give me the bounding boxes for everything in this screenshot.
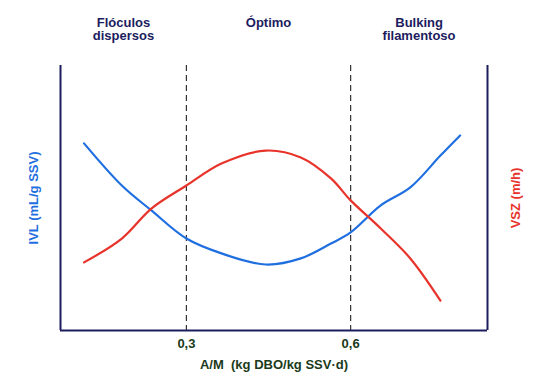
svg-text:IVL (mL/g SSV): IVL (mL/g SSV) bbox=[26, 152, 41, 245]
svg-text:Bulkingfilamentoso: Bulkingfilamentoso bbox=[383, 15, 456, 43]
svg-text:0,3: 0,3 bbox=[177, 336, 195, 351]
svg-text:Óptimo: Óptimo bbox=[246, 15, 292, 30]
svg-text:0,6: 0,6 bbox=[342, 336, 360, 351]
svg-text:VSZ (m/h): VSZ (m/h) bbox=[508, 168, 523, 229]
svg-text:A/M (kg DBO/kg SSV·d): A/M (kg DBO/kg SSV·d) bbox=[200, 357, 348, 372]
svg-text:Flóculosdispersos: Flóculosdispersos bbox=[93, 15, 154, 43]
